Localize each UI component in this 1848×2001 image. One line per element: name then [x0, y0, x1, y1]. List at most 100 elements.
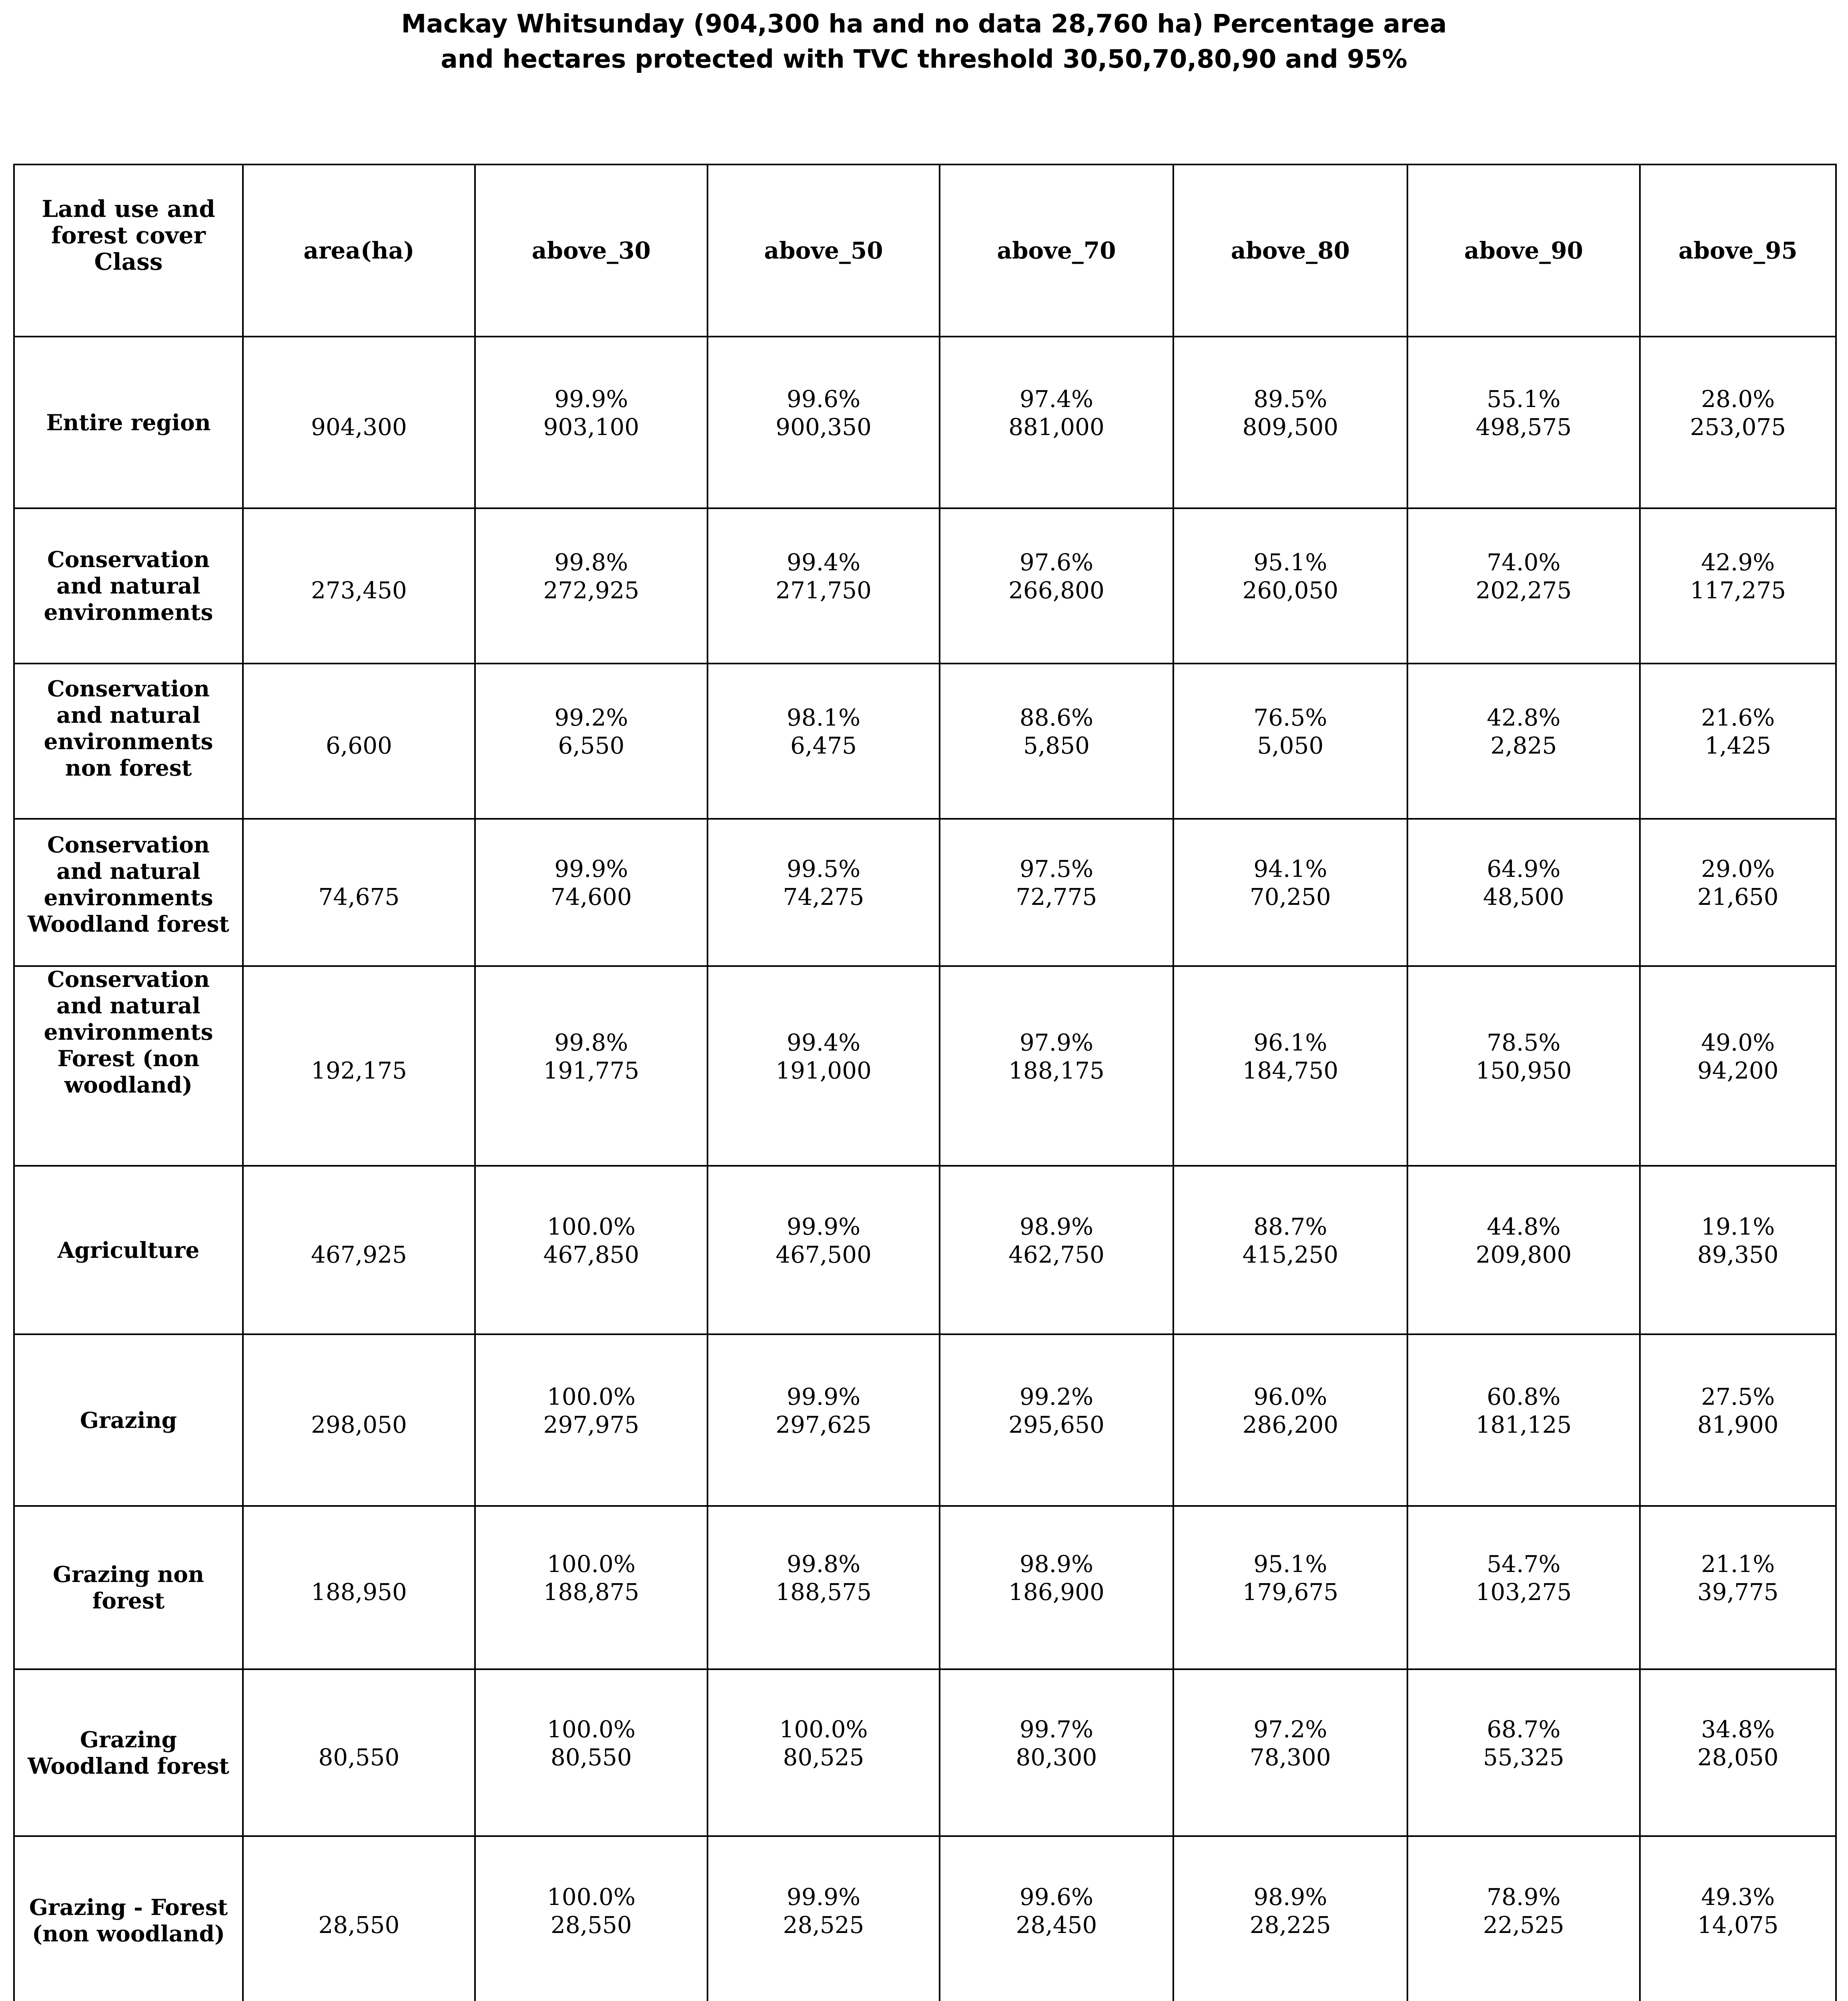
percent-value: 27.5% — [1701, 1383, 1775, 1410]
value-cell: 99.9% 74,600 — [474, 818, 708, 967]
hectares-value: 415,250 — [1242, 1241, 1339, 1268]
hectares-value: 5,850 — [1023, 732, 1090, 759]
hectares-value: 80,300 — [1016, 1743, 1097, 1771]
hectares-value: 202,275 — [1475, 577, 1572, 604]
area-cell: 6,600 — [242, 663, 476, 820]
hectares-value: 191,775 — [543, 1057, 639, 1084]
hectares-value: 21,650 — [1697, 883, 1779, 910]
hectares-value: 28,450 — [1016, 1911, 1097, 1939]
hectares-value: 80,550 — [551, 1743, 632, 1771]
value-cell: 99.7% 80,300 — [939, 1668, 1174, 1837]
area-value: 6,600 — [325, 732, 393, 759]
area-cell: 904,300 — [242, 336, 476, 509]
hectares-value: 179,675 — [1242, 1578, 1339, 1606]
hectares-value: 467,850 — [543, 1241, 639, 1268]
value-cell: 98.9% 28,225 — [1173, 1835, 1408, 2001]
percent-value: 100.0% — [547, 1883, 636, 1911]
page-title-line2: and hectares protected with TVC threshol… — [441, 44, 1407, 74]
percent-value: 95.1% — [1253, 549, 1327, 576]
value-cell: 100.0% 188,875 — [474, 1505, 708, 1670]
value-cell: 98.1% 6,475 — [707, 663, 940, 820]
hectares-value: 28,225 — [1250, 1911, 1331, 1939]
percent-value: 100.0% — [547, 1213, 636, 1240]
spacer — [244, 1883, 474, 1911]
percent-value: 99.9% — [786, 1213, 861, 1240]
table-row: Conservation and natural environments Fo… — [13, 965, 1837, 1167]
row-class-cell: Grazing — [13, 1333, 244, 1507]
row-class-label: Grazing Woodland forest — [28, 1726, 229, 1779]
row-class-cell: Grazing - Forest (non woodland) — [13, 1835, 244, 2001]
hectares-value: 74,600 — [551, 883, 632, 910]
hectares-value: 150,950 — [1475, 1057, 1572, 1084]
percent-value: 60.8% — [1487, 1383, 1561, 1410]
hectares-value: 70,250 — [1250, 883, 1331, 910]
value-cell: 28.0% 253,075 — [1639, 336, 1837, 509]
percent-value: 28.0% — [1701, 385, 1775, 413]
value-cell: 99.8% 272,925 — [474, 507, 708, 664]
value-cell: 98.9% 462,750 — [939, 1165, 1174, 1335]
percent-value: 89.5% — [1253, 385, 1327, 413]
percent-value: 98.1% — [786, 704, 861, 731]
hectares-value: 809,500 — [1242, 413, 1339, 441]
percent-value: 100.0% — [779, 1715, 868, 1743]
percent-value: 99.2% — [1019, 1383, 1094, 1410]
row-class-label: Agriculture — [57, 1237, 200, 1263]
percent-value: 98.9% — [1253, 1883, 1327, 1911]
value-cell: 99.6% 900,350 — [707, 336, 940, 509]
table-row: Conservation and natural environments 273… — [13, 507, 1837, 664]
row-class-label: Grazing - Forest (non woodland) — [29, 1894, 228, 1947]
value-cell: 42.8% 2,825 — [1407, 663, 1641, 820]
percent-value: 99.4% — [786, 1029, 861, 1056]
area-value: 80,550 — [318, 1743, 400, 1771]
percent-value: 19.1% — [1701, 1213, 1775, 1240]
value-cell: 96.0% 286,200 — [1173, 1333, 1408, 1507]
hectares-value: 14,075 — [1697, 1911, 1779, 1939]
percent-value: 99.7% — [1019, 1715, 1094, 1743]
table-row: Grazing - Forest (non woodland) 28,550 100… — [13, 1835, 1837, 2001]
area-cell: 467,925 — [242, 1165, 476, 1335]
row-class-cell: Entire region — [13, 336, 244, 509]
row-class-label: Conservation and natural environments Fo… — [44, 966, 213, 1098]
row-class-label: Conservation and natural environments — [44, 546, 213, 625]
percent-value: 99.9% — [786, 1883, 861, 1911]
percent-value: 88.7% — [1253, 1213, 1327, 1240]
percent-value: 99.8% — [554, 549, 628, 576]
hectares-value: 6,475 — [790, 732, 857, 759]
value-cell: 99.9% 467,500 — [707, 1165, 940, 1335]
value-cell: 21.6% 1,425 — [1639, 663, 1837, 820]
area-cell: 273,450 — [242, 507, 476, 664]
percent-value: 94.1% — [1253, 855, 1327, 882]
spacer — [244, 548, 474, 576]
area-value: 467,925 — [311, 1241, 407, 1268]
column-header-label: above_50 — [764, 237, 883, 264]
row-class-cell: Conservation and natural environments no… — [13, 663, 244, 820]
percent-value: 78.9% — [1487, 1883, 1561, 1911]
spacer — [244, 1213, 474, 1241]
hectares-value: 103,275 — [1475, 1578, 1572, 1606]
value-cell: 34.8% 28,050 — [1639, 1668, 1837, 1837]
row-class-cell: Conservation and natural environments — [13, 507, 244, 664]
percent-value: 64.9% — [1487, 855, 1561, 882]
value-cell: 94.1% 70,250 — [1173, 818, 1408, 967]
hectares-value: 80,525 — [783, 1743, 864, 1771]
hectares-value: 2,825 — [1490, 732, 1557, 759]
value-cell: 88.6% 5,850 — [939, 663, 1174, 820]
area-value: 298,050 — [311, 1411, 407, 1438]
percent-value: 42.9% — [1701, 549, 1775, 576]
area-cell: 188,950 — [242, 1505, 476, 1670]
percent-value: 88.6% — [1019, 704, 1094, 731]
value-cell: 100.0% 297,975 — [474, 1333, 708, 1507]
value-cell: 99.4% 191,000 — [707, 965, 940, 1167]
spacer — [244, 1383, 474, 1411]
value-cell: 89.5% 809,500 — [1173, 336, 1408, 509]
area-value: 192,175 — [311, 1057, 407, 1084]
percent-value: 49.3% — [1701, 1883, 1775, 1911]
hectares-value: 191,000 — [776, 1057, 872, 1084]
percent-value: 99.8% — [786, 1550, 861, 1578]
value-cell: 76.5% 5,050 — [1173, 663, 1408, 820]
table-header-row: Land use and forest cover Class area(ha) a… — [13, 164, 1837, 337]
value-cell: 95.1% 179,675 — [1173, 1505, 1408, 1670]
hectares-value: 55,325 — [1483, 1743, 1564, 1771]
percent-value: 99.9% — [786, 1383, 861, 1410]
hectares-value: 22,525 — [1483, 1911, 1564, 1939]
